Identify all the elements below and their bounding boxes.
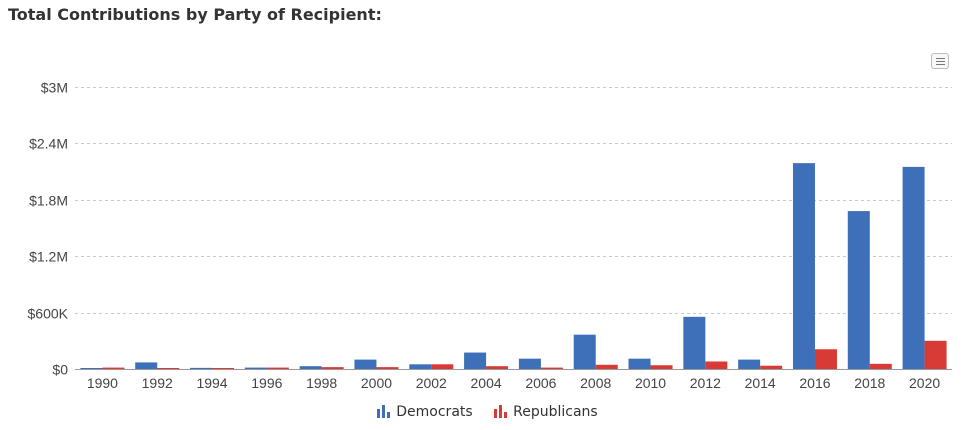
x-tick-label: 2018	[854, 375, 885, 391]
x-tick-label: 2002	[416, 375, 447, 391]
bar-democrats-1990[interactable]	[80, 368, 103, 369]
bar-republicans-2018[interactable]	[869, 363, 892, 369]
bar-democrats-2006[interactable]	[518, 358, 541, 369]
x-tick-label: 1992	[142, 375, 173, 391]
x-tick-label: 2014	[745, 375, 776, 391]
chart-legend: Democrats Republicans	[0, 404, 974, 420]
x-tick-label: 2008	[580, 375, 611, 391]
bar-democrats-2014[interactable]	[738, 359, 761, 369]
bar-democrats-2016[interactable]	[792, 163, 815, 369]
x-tick-label: 1996	[251, 375, 282, 391]
bar-republicans-1998[interactable]	[321, 367, 344, 369]
bar-republicans-1996[interactable]	[266, 367, 289, 369]
bar-republicans-2004[interactable]	[486, 366, 509, 369]
bar-democrats-2010[interactable]	[628, 358, 651, 369]
bar-republicans-1992[interactable]	[157, 368, 180, 369]
bar-democrats-2004[interactable]	[464, 352, 487, 369]
y-tick-label: $1.8M	[29, 193, 68, 209]
bar-republicans-2010[interactable]	[650, 365, 673, 369]
x-tick-label: 2020	[909, 375, 940, 391]
bar-republicans-2014[interactable]	[760, 365, 783, 369]
bar-democrats-2012[interactable]	[683, 316, 706, 369]
bar-republicans-2012[interactable]	[705, 361, 728, 369]
y-tick-label: $0	[52, 362, 68, 378]
x-tick-label: 1998	[306, 375, 337, 391]
legend-label-democrats: Democrats	[396, 404, 473, 420]
bar-democrats-1994[interactable]	[190, 367, 213, 369]
bar-democrats-2002[interactable]	[409, 364, 432, 369]
x-tick-label: 2004	[471, 375, 502, 391]
y-tick-label: $1.2M	[29, 249, 68, 265]
bar-democrats-2018[interactable]	[847, 211, 870, 369]
x-tick-label: 2016	[799, 375, 830, 391]
bar-democrats-2000[interactable]	[354, 359, 377, 369]
bar-democrats-2008[interactable]	[573, 334, 596, 369]
bar-republicans-2002[interactable]	[431, 364, 454, 369]
bar-chart: $0 $600K $1.2M $1.8M $2.4M $3M 1990 1992 1994 199…	[28, 80, 952, 391]
bar-republicans-2020[interactable]	[924, 340, 947, 369]
y-tick-label: $2.4M	[29, 136, 68, 152]
y-tick-label: $3M	[41, 80, 68, 96]
x-tick-label: 1994	[196, 375, 227, 391]
legend-item-democrats[interactable]: Democrats	[376, 404, 473, 420]
bar-republicans-2008[interactable]	[595, 364, 618, 369]
x-tick-label: 2006	[525, 375, 556, 391]
bar-democrats-1998[interactable]	[299, 366, 322, 369]
bar-chart-icon	[377, 405, 391, 418]
x-tick-label: 2000	[361, 375, 392, 391]
bar-republicans-1990[interactable]	[102, 367, 125, 369]
y-tick-label: $600K	[28, 306, 69, 322]
bar-democrats-1992[interactable]	[135, 362, 158, 369]
bar-republicans-2016[interactable]	[814, 349, 837, 369]
x-tick-label: 2012	[690, 375, 721, 391]
hamburger-menu-icon[interactable]	[931, 53, 949, 69]
legend-item-republicans[interactable]: Republicans	[493, 404, 598, 420]
bar-republicans-2000[interactable]	[376, 367, 399, 369]
chart-title: Total Contributions by Party of Recipien…	[8, 5, 382, 24]
bar-democrats-1996[interactable]	[244, 367, 267, 369]
x-tick-label: 2010	[635, 375, 666, 391]
bar-chart-icon	[494, 405, 508, 418]
bar-republicans-1994[interactable]	[212, 368, 235, 369]
bar-republicans-2006[interactable]	[540, 367, 563, 369]
bar-democrats-2020[interactable]	[902, 166, 925, 369]
legend-label-republicans: Republicans	[513, 404, 598, 420]
x-tick-label: 1990	[87, 375, 118, 391]
